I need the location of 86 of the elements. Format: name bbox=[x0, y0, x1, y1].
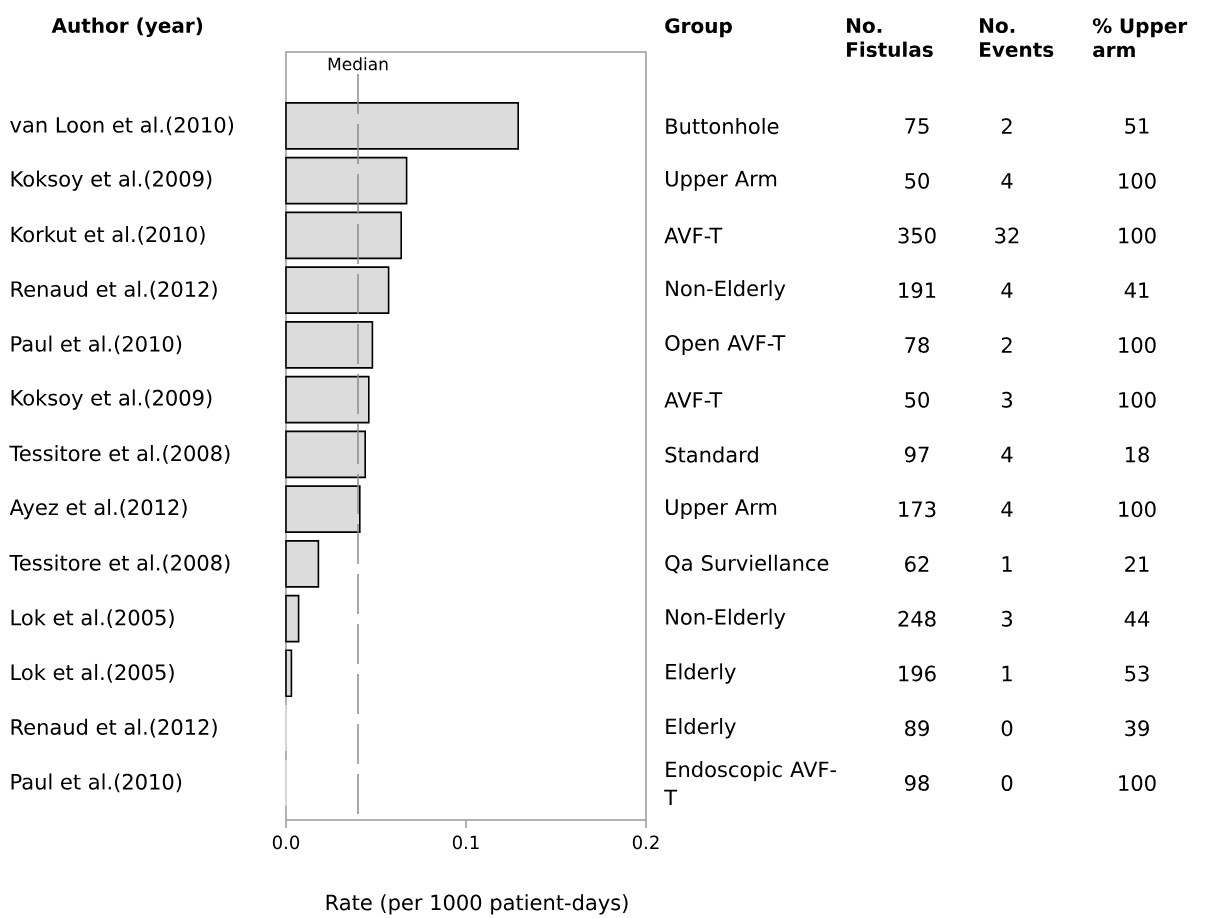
x-axis-title: Rate (per 1000 patient-days) bbox=[326, 894, 628, 915]
text: 4 bbox=[1001, 282, 1013, 298]
bar bbox=[285, 594, 300, 643]
text: 89 bbox=[905, 720, 929, 737]
y-tick-label: Lok et al.(2005) bbox=[11, 609, 174, 628]
bar bbox=[285, 266, 390, 314]
bar bbox=[285, 485, 361, 533]
text: 100 bbox=[1119, 775, 1156, 791]
text: 4 bbox=[1001, 501, 1013, 517]
y-tick-label: van Loon et al.(2010) bbox=[10, 116, 234, 136]
text: 196 bbox=[899, 665, 936, 682]
text: 18 bbox=[1125, 446, 1149, 463]
bar bbox=[285, 156, 408, 205]
text: 62 bbox=[905, 556, 929, 572]
text: 0 bbox=[1001, 720, 1013, 737]
text: Open AVF-T bbox=[665, 335, 786, 355]
y-tick-label: Renaud et al.(2012) bbox=[11, 280, 217, 300]
text: 44 bbox=[1124, 611, 1150, 627]
text: 173 bbox=[899, 501, 936, 518]
text: 100 bbox=[1119, 391, 1156, 408]
bar bbox=[285, 375, 370, 424]
text: No. Events bbox=[980, 18, 1054, 58]
bar bbox=[285, 321, 374, 369]
text: 32 bbox=[995, 227, 1019, 244]
text: 75 bbox=[905, 118, 929, 134]
text: 100 bbox=[1119, 172, 1156, 189]
y-tick-label: Koksoy et al.(2009) bbox=[11, 170, 212, 191]
x-tick-label: 0.1 bbox=[452, 835, 479, 850]
text: 191 bbox=[899, 282, 936, 299]
text: 21 bbox=[1125, 556, 1149, 572]
text: AVF-T bbox=[664, 392, 723, 408]
text: 100 bbox=[1119, 501, 1156, 518]
text: Group bbox=[665, 18, 732, 38]
text: Buttonhole bbox=[666, 117, 779, 135]
bar bbox=[285, 430, 366, 479]
text: 50 bbox=[905, 172, 929, 189]
x-tick-label: 0.0 bbox=[272, 835, 300, 850]
text: 2 bbox=[1001, 118, 1012, 134]
text: 4 bbox=[1001, 173, 1013, 189]
text: 100 bbox=[1119, 337, 1156, 353]
text: 3 bbox=[1001, 391, 1013, 408]
text: Non-Elderly bbox=[666, 608, 786, 629]
y-tick-label: Paul et al.(2010) bbox=[11, 335, 182, 355]
bar bbox=[285, 211, 402, 260]
text: 4 bbox=[1001, 446, 1013, 463]
text: Endoscopic AVF-T bbox=[664, 761, 837, 805]
bar bbox=[285, 102, 519, 150]
text: 0 bbox=[1001, 775, 1013, 791]
text: 78 bbox=[905, 337, 929, 353]
text: Elderly bbox=[666, 663, 736, 684]
text: 39 bbox=[1125, 720, 1149, 737]
y-axis-title: Author (year) bbox=[51, 17, 203, 38]
text: % Upper arm bbox=[1092, 18, 1188, 58]
y-tick-label: Ayez et al.(2012) bbox=[9, 498, 187, 520]
text: Non-Elderly bbox=[666, 280, 786, 301]
text: Elderly bbox=[666, 718, 736, 739]
text: 41 bbox=[1124, 282, 1149, 298]
text: 51 bbox=[1125, 118, 1149, 134]
text: 53 bbox=[1125, 665, 1149, 682]
text: 248 bbox=[898, 610, 936, 627]
text: 98 bbox=[904, 775, 929, 791]
y-tick-label: Paul et al.(2010) bbox=[11, 773, 182, 793]
ref-line-label: Median bbox=[328, 57, 388, 71]
text: 100 bbox=[1119, 227, 1156, 244]
x-tick-label: 0.2 bbox=[632, 835, 659, 850]
text: 97 bbox=[904, 446, 929, 463]
text: 1 bbox=[1002, 665, 1012, 682]
text: 350 bbox=[898, 227, 936, 244]
text: Standard bbox=[665, 446, 758, 463]
text: AVF-T bbox=[664, 227, 723, 244]
text: Upper Arm bbox=[666, 499, 777, 520]
y-tick-label: Korkut et al.(2010) bbox=[11, 226, 205, 245]
y-tick-label: Tessitore et al.(2008) bbox=[9, 554, 230, 574]
y-tick-label: Lok et al.(2005) bbox=[11, 663, 174, 683]
text: 3 bbox=[1001, 610, 1013, 627]
bar bbox=[285, 540, 320, 588]
text: Qa Surviellance bbox=[665, 554, 829, 574]
bar bbox=[285, 649, 293, 698]
y-tick-label: Koksoy et al.(2009) bbox=[11, 389, 212, 410]
text: Upper Arm bbox=[666, 170, 777, 191]
text: No. Fistulas bbox=[847, 18, 933, 58]
text: 50 bbox=[905, 391, 929, 408]
text: 1 bbox=[1002, 556, 1012, 572]
y-tick-label: Renaud et al.(2012) bbox=[11, 718, 217, 738]
y-tick-label: Tessitore et al.(2008) bbox=[9, 445, 230, 464]
text: 2 bbox=[1001, 337, 1012, 353]
